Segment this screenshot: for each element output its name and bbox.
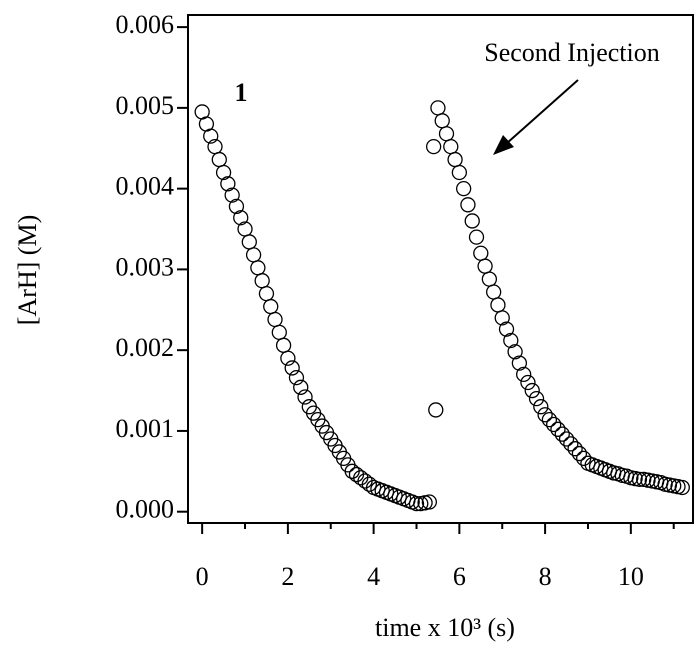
- data-point: [438, 126, 455, 142]
- data-point: [516, 366, 532, 383]
- data-point: [443, 138, 459, 155]
- data-point: [481, 271, 498, 287]
- data-point: [245, 247, 262, 263]
- data-point: [361, 476, 377, 492]
- arrow-shaft: [505, 79, 579, 145]
- data-point: [224, 187, 240, 203]
- x-axis-label: time x 10³ (s): [375, 613, 515, 642]
- data-point: [460, 197, 476, 213]
- data-point: [507, 344, 523, 360]
- data-point: [546, 416, 562, 433]
- data-point: [468, 229, 485, 245]
- data-point: [567, 441, 583, 457]
- data-point: [434, 113, 450, 129]
- data-point: [494, 310, 510, 326]
- data-point: [455, 180, 472, 197]
- data-point: [451, 164, 468, 181]
- data-point: [550, 421, 566, 437]
- x-tick-label: 2: [281, 562, 294, 591]
- y-tick-label: 0.002: [116, 333, 175, 362]
- data-point: [428, 402, 444, 418]
- data-point: [288, 369, 305, 386]
- y-tick-label: 0.005: [116, 91, 175, 120]
- y-tick-label: 0.004: [116, 172, 175, 201]
- data-point: [275, 337, 292, 353]
- data-point: [297, 389, 313, 405]
- data-point: [558, 431, 575, 447]
- x-tick-label: 6: [453, 562, 466, 591]
- data-point: [511, 355, 528, 371]
- data-point: [284, 360, 300, 376]
- data-point: [220, 176, 236, 192]
- data-point: [631, 471, 648, 488]
- annotation: Second Injection: [484, 38, 659, 67]
- data-point: [486, 284, 502, 300]
- data-point: [233, 210, 249, 226]
- data-point: [520, 374, 536, 391]
- data-point: [533, 399, 549, 415]
- x-tick-label: 10: [618, 562, 644, 591]
- data-point: [237, 221, 253, 237]
- data-point: [267, 311, 283, 328]
- data-point: [280, 350, 296, 366]
- data-point: [503, 332, 519, 349]
- data-point: [554, 426, 570, 442]
- data-point: [263, 298, 279, 315]
- x-tick-label: 8: [539, 562, 552, 591]
- data-point: [541, 411, 558, 428]
- data-point: [228, 198, 245, 215]
- data-point: [425, 138, 442, 155]
- data-point: [674, 479, 690, 496]
- data-point: [241, 234, 257, 250]
- data-point: [215, 164, 232, 181]
- data-point: [473, 245, 489, 261]
- data-point: [203, 128, 219, 144]
- data-point: [271, 324, 287, 341]
- data-point: [524, 382, 540, 399]
- y-tick-label: 0.001: [116, 414, 175, 443]
- data-point: [430, 100, 446, 116]
- data-point: [477, 258, 493, 274]
- data-point: [293, 379, 309, 395]
- data-point: [571, 445, 588, 462]
- data-point: [250, 260, 266, 276]
- plot-frame: [187, 14, 694, 524]
- x-tick-label: 4: [367, 562, 380, 591]
- data-point: [408, 495, 425, 512]
- data-point: [254, 273, 270, 289]
- data-point: [537, 407, 553, 423]
- data-point: [563, 436, 579, 452]
- y-tick-label: 0.003: [116, 252, 175, 281]
- data-point: [211, 151, 227, 168]
- data-point: [490, 297, 506, 313]
- y-tick-label: 0.006: [116, 10, 175, 39]
- x-tick-label: 0: [196, 562, 209, 591]
- data-point: [447, 151, 463, 168]
- arrow-head: [493, 135, 514, 155]
- data-point: [421, 494, 438, 510]
- y-tick-label: 0.000: [116, 495, 175, 524]
- y-axis-label: [ArH] (M): [13, 215, 42, 325]
- data-point: [498, 321, 515, 337]
- annotation: 1: [235, 78, 248, 107]
- data-point: [258, 285, 275, 302]
- data-point: [528, 390, 545, 407]
- data-point: [464, 213, 480, 229]
